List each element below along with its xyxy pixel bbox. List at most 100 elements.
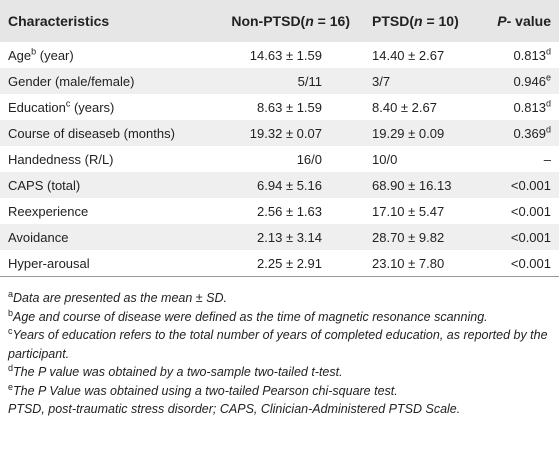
text-run: = 16)	[313, 13, 350, 29]
text-run: 16/0	[296, 151, 322, 167]
table-cell: 14.40 ± 2.67	[360, 42, 478, 68]
text-run: Avoidance	[8, 229, 69, 245]
table-row: Ageb (year) 14.63 ± 1.59 14.40 ± 2.67 0.813…	[0, 42, 559, 68]
text-run: CAPS (total)	[8, 177, 81, 193]
superscript: e	[8, 381, 14, 392]
text-run: 14.63 ± 1.59	[249, 47, 322, 63]
table-cell: Handedness (R/L)	[0, 146, 205, 172]
table-cell: 8.40 ± 2.67	[360, 94, 478, 120]
table-cell: 23.10 ± 7.80	[360, 250, 478, 277]
text-run: 14.40 ± 2.67	[372, 47, 445, 63]
text-run: Characteristics	[8, 13, 110, 29]
superscript: a	[8, 288, 14, 299]
table-cell: Reexperience	[0, 198, 205, 224]
text-run: n	[414, 13, 423, 29]
table-cell: Educationc (years)	[0, 94, 205, 120]
footnote: eThe P Value was obtained using a two-ta…	[8, 382, 551, 401]
text-run: The P Value was obtained using a two-tai…	[13, 383, 398, 398]
text-run: Handedness (R/L)	[8, 151, 114, 167]
text-run: 6.94 ± 5.16	[257, 177, 322, 193]
table-cell: <0.001	[478, 172, 559, 198]
superscript: b	[31, 46, 37, 57]
table-cell: 0.813d	[478, 94, 559, 120]
text-run: Non-PTSD(	[231, 13, 306, 29]
text-run: Course of diseaseb (months)	[8, 125, 175, 141]
table-row: Hyper-arousal 2.25 ± 2.91 23.10 ± 7.80 <0.0…	[0, 250, 559, 277]
text-run: 19.29 ± 0.09	[372, 125, 445, 141]
table-cell: 17.10 ± 5.47	[360, 198, 478, 224]
table-cell: 0.813d	[478, 42, 559, 68]
text-run: Age and course of disease were defined a…	[13, 309, 488, 324]
text-run: Years of education refers to the total n…	[8, 328, 548, 361]
text-run: 10/0	[372, 151, 398, 167]
text-run: PTSD(	[372, 13, 414, 29]
table-cell: 0.369d	[478, 120, 559, 146]
text-run: 5/11	[297, 73, 322, 89]
table-cell: 6.94 ± 5.16	[205, 172, 360, 198]
table-row: Educationc (years) 8.63 ± 1.59 8.40 ± 2.67…	[0, 94, 559, 120]
text-run: 2.25 ± 2.91	[257, 255, 322, 271]
text-run: 19.32 ± 0.07	[249, 125, 322, 141]
table-cell: 16/0	[205, 146, 360, 172]
text-run: The P value was obtained by a two-sample…	[13, 365, 343, 379]
superscript: e	[545, 72, 551, 83]
table-row: Handedness (R/L) 16/0 10/0 –	[0, 146, 559, 172]
text-run: (years)	[70, 99, 115, 115]
table-cell: 2.13 ± 3.14	[205, 224, 360, 250]
superscript: d	[8, 362, 14, 373]
footnote: dThe P value was obtained by a two-sampl…	[8, 363, 551, 382]
footnotes: aData are presented as the mean ± SD. bAg…	[0, 277, 559, 419]
text-run: 2.56 ± 1.63	[257, 203, 322, 219]
header-row: Characteristics Non-PTSD(n = 16) PTSD(n = …	[0, 0, 559, 42]
table-row: Gender (male/female) 5/11 3/7 0.946e	[0, 68, 559, 94]
text-run: –	[543, 151, 551, 167]
superscript: d	[545, 124, 551, 135]
table-cell: Hyper-arousal	[0, 250, 205, 277]
text-run: 68.90 ± 16.13	[372, 177, 452, 193]
text-run: 2.13 ± 3.14	[257, 229, 322, 245]
table-cell: 19.32 ± 0.07	[205, 120, 360, 146]
text-run: 8.63 ± 1.59	[257, 99, 322, 115]
table-cell: Course of diseaseb (months)	[0, 120, 205, 146]
column-header: PTSD(n = 10)	[360, 0, 478, 42]
superscript: d	[545, 46, 551, 57]
text-run: PTSD, post-traumatic stress disorder; CA…	[8, 402, 461, 416]
text-run: Education	[8, 99, 66, 115]
table-cell: <0.001	[478, 250, 559, 277]
footnote: cYears of education refers to the total …	[8, 326, 551, 363]
table-row: CAPS (total) 6.94 ± 5.16 68.90 ± 16.13 <0.0…	[0, 172, 559, 198]
table-cell: Ageb (year)	[0, 42, 205, 68]
column-header: Non-PTSD(n = 16)	[205, 0, 360, 42]
text-run: <0.001	[510, 255, 551, 271]
table-cell: Gender (male/female)	[0, 68, 205, 94]
text-run: <0.001	[510, 229, 551, 245]
text-run: = 10)	[422, 13, 459, 29]
text-run: Data are presented as the mean ± SD.	[13, 291, 227, 305]
table-cell: 3/7	[360, 68, 478, 94]
table-row: Avoidance 2.13 ± 3.14 28.70 ± 9.82 <0.001	[0, 224, 559, 250]
superscript: c	[65, 98, 71, 109]
table-cell: 2.25 ± 2.91	[205, 250, 360, 277]
column-header: Characteristics	[0, 0, 205, 42]
column-header: P- value	[478, 0, 559, 42]
table-cell: <0.001	[478, 224, 559, 250]
text-run: 0.813	[513, 99, 546, 115]
table-cell: Avoidance	[0, 224, 205, 250]
text-run: <0.001	[510, 177, 551, 193]
text-run: Hyper-arousal	[8, 255, 90, 271]
footnote: aData are presented as the mean ± SD.	[8, 289, 551, 308]
table-cell: 28.70 ± 9.82	[360, 224, 478, 250]
text-run: 0.813	[513, 47, 546, 63]
text-run: Age	[8, 47, 32, 63]
table-cell: 0.946e	[478, 68, 559, 94]
table-row: Reexperience 2.56 ± 1.63 17.10 ± 5.47 <0.00…	[0, 198, 559, 224]
text-run: 0.946	[513, 73, 546, 89]
footnote: bAge and course of disease were defined …	[8, 308, 551, 327]
text-run: 3/7	[372, 73, 391, 89]
text-run: 17.10 ± 5.47	[372, 203, 445, 219]
table-row: Course of diseaseb (months) 19.32 ± 0.07 1…	[0, 120, 559, 146]
table-cell: –	[478, 146, 559, 172]
text-run: P-	[497, 13, 512, 29]
text-run: Gender (male/female)	[8, 73, 135, 89]
